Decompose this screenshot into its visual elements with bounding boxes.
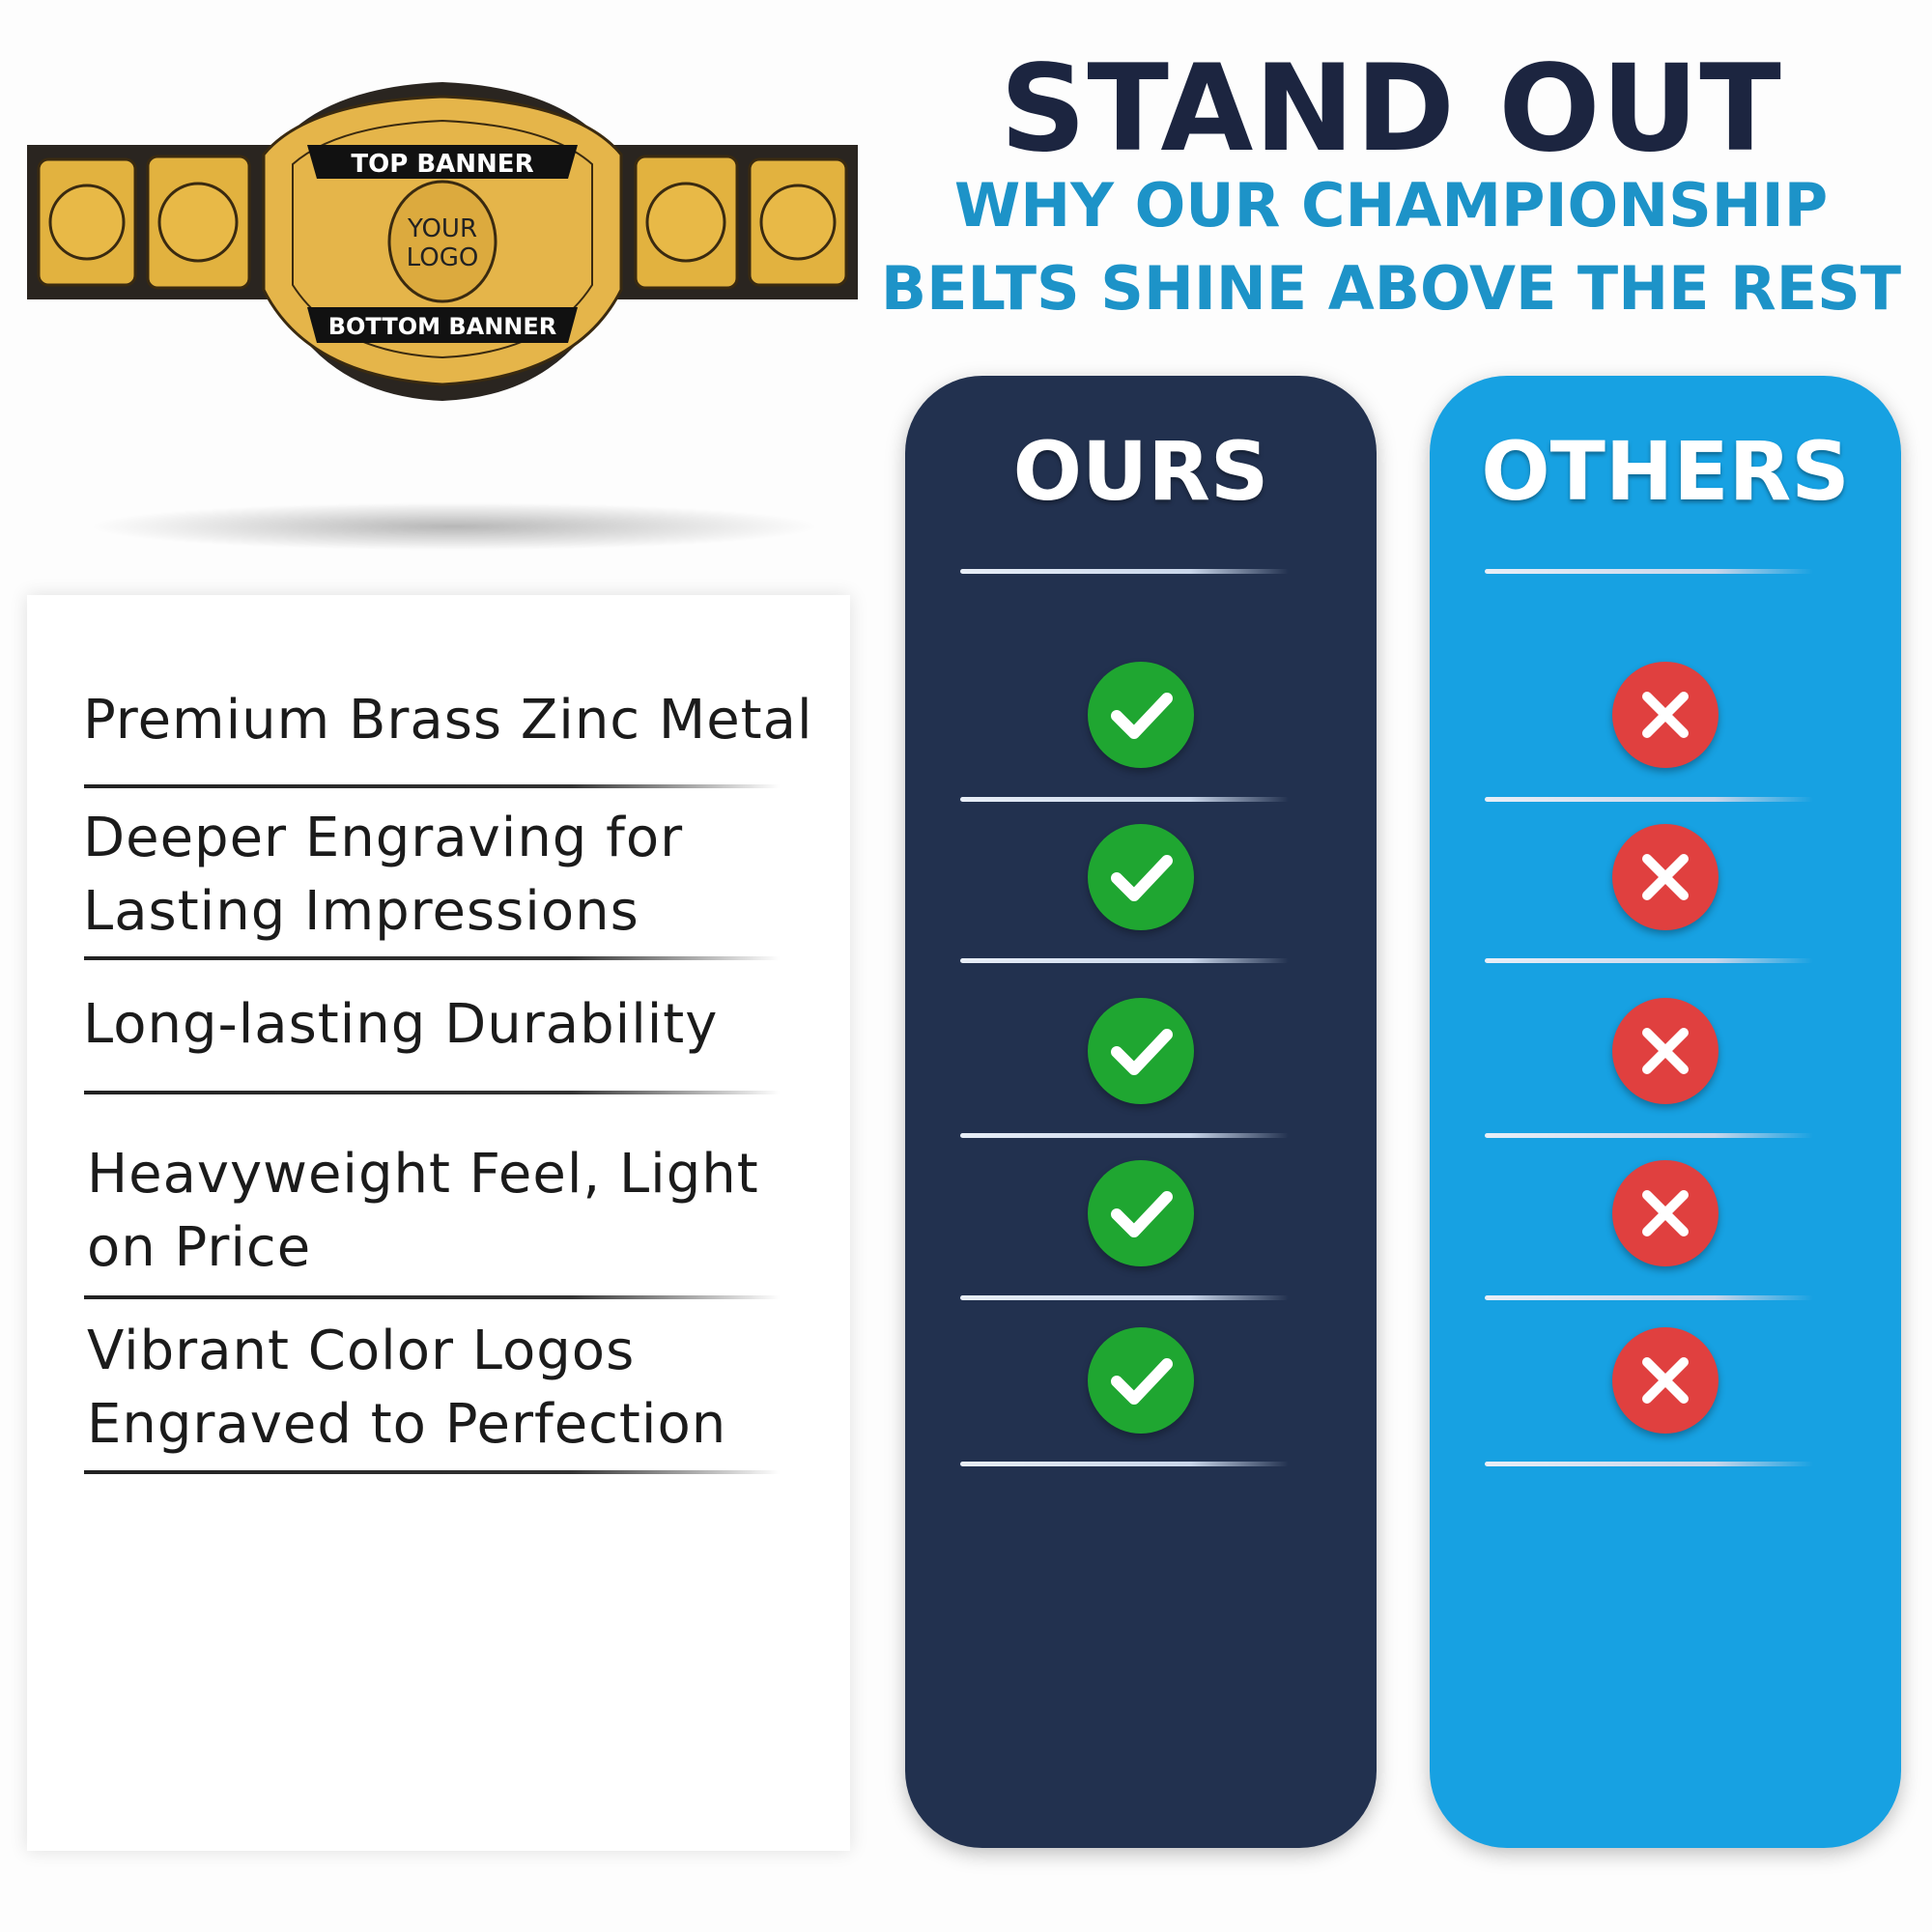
divider (1485, 1295, 1813, 1300)
feature-label: Premium Brass Zinc Metal (83, 689, 813, 752)
check-icon (1088, 1160, 1194, 1266)
check-icon (1088, 824, 1194, 930)
logo-text-line2: LOGO (407, 243, 479, 272)
page-title: STAND OUT (1000, 40, 1782, 179)
belt-shadow (87, 502, 821, 551)
ours-column: OURS (905, 376, 1377, 1848)
x-icon (1612, 1327, 1719, 1434)
divider (84, 1470, 780, 1474)
divider (960, 1295, 1289, 1300)
divider (1485, 958, 1813, 963)
feature-label: Deeper Engraving for Lasting Impressions (83, 807, 684, 943)
divider (1485, 1133, 1813, 1138)
check-icon (1088, 998, 1194, 1104)
divider (84, 956, 780, 960)
divider (960, 958, 1289, 963)
divider (960, 1133, 1289, 1138)
x-icon (1612, 998, 1719, 1104)
divider (1485, 1462, 1813, 1466)
divider (84, 784, 780, 788)
features-card: Premium Brass Zinc Metal Deeper Engravin… (27, 595, 850, 1851)
divider (84, 1295, 780, 1299)
divider (1485, 797, 1813, 802)
feature-label: Vibrant Color Logos Engraved to Perfecti… (87, 1320, 727, 1456)
check-icon (1088, 662, 1194, 768)
others-heading: OTHERS (1481, 424, 1850, 519)
divider (960, 1462, 1289, 1466)
bottom-banner-text: BOTTOM BANNER (328, 313, 557, 340)
divider (960, 797, 1289, 802)
subtitle-line-2: BELTS SHINE ABOVE THE REST (880, 253, 1902, 324)
championship-belt-image: TOP BANNER YOUR LOGO BOTTOM BANNER (27, 82, 858, 401)
feature-label: Heavyweight Feel, Light on Price (87, 1143, 759, 1279)
x-icon (1612, 1160, 1719, 1266)
logo-text-line1: YOUR (407, 214, 477, 243)
subtitle-line-1: WHY OUR CHAMPIONSHIP (953, 170, 1829, 241)
check-icon (1088, 1327, 1194, 1434)
feature-label: Long-lasting Durability (83, 993, 719, 1056)
divider (1485, 569, 1813, 574)
top-banner-text: TOP BANNER (351, 150, 533, 179)
ours-heading: OURS (1012, 424, 1269, 519)
divider (960, 569, 1289, 574)
others-column: OTHERS (1430, 376, 1901, 1848)
divider (84, 1091, 780, 1094)
x-icon (1612, 824, 1719, 930)
x-icon (1612, 662, 1719, 768)
